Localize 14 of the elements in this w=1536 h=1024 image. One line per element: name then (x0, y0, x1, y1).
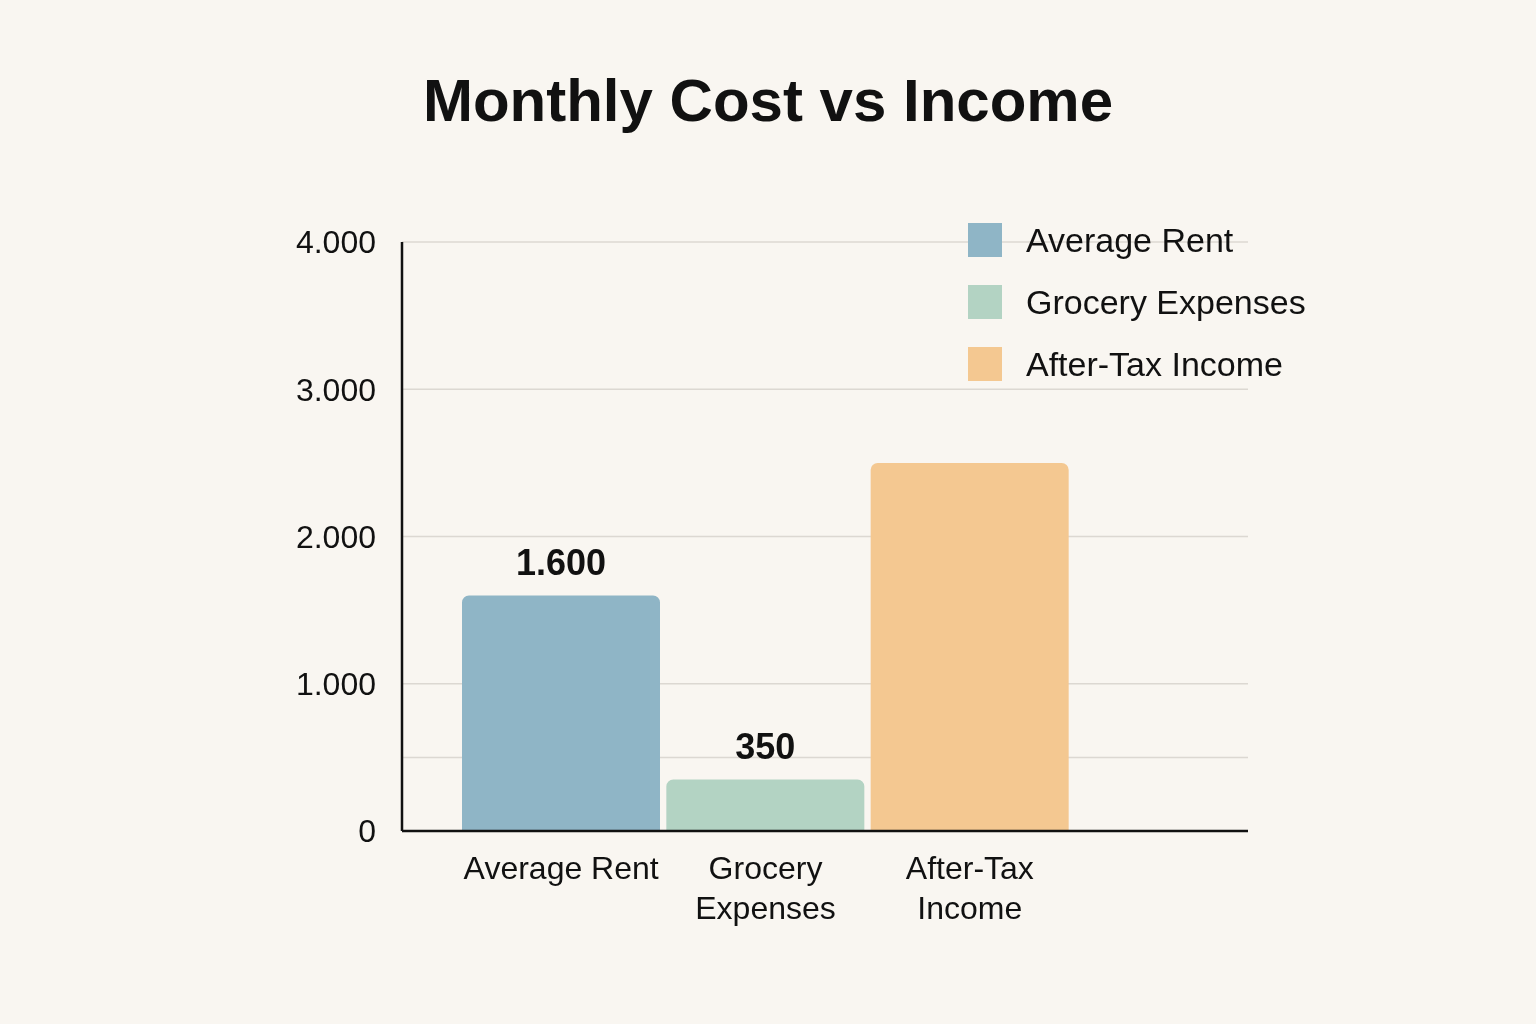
data-label: 350 (735, 726, 796, 768)
y-tick-label: 4.000 (295, 224, 376, 261)
legend-label: Average Rent (1026, 221, 1234, 259)
chart-title: Monthly Cost vs Income (421, 67, 1115, 134)
data-label: 1.600 (515, 542, 607, 584)
x-tick-label: After-Tax Income (905, 850, 1034, 926)
x-tick-label: Grocery Expenses (695, 850, 836, 926)
x-tick-label: Average Rent (463, 850, 659, 886)
legend-label: Grocery Expenses (1026, 283, 1306, 321)
legend-label: After-Tax Income (1026, 345, 1283, 383)
y-tick-label: 2.000 (295, 518, 376, 555)
y-tick-label: 3.000 (295, 371, 376, 408)
y-tick-label: 1.000 (295, 666, 376, 703)
y-tick-label: 0 (358, 813, 376, 850)
